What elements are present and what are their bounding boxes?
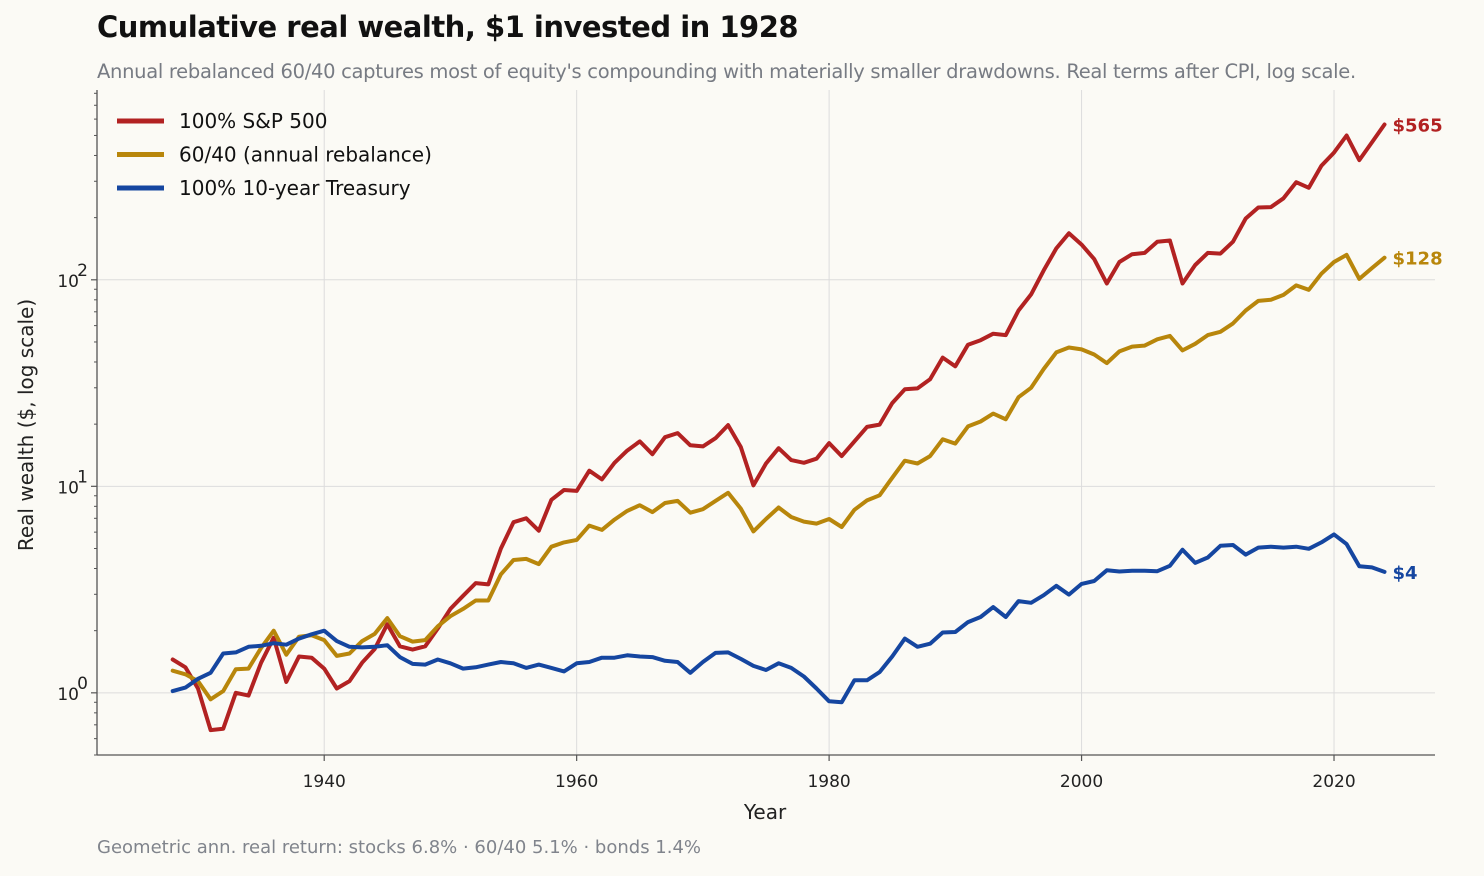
end-labels: $565 $128 $4	[1393, 115, 1443, 583]
legend: 100% S&P 500 60/40 (annual rebalance) 100%…	[117, 109, 432, 200]
y-tick-exponent: 1	[77, 467, 88, 487]
end-value-label: $565	[1393, 115, 1443, 136]
x-tick-label: 2020	[1312, 772, 1355, 792]
y-tick-exponent: 0	[77, 674, 88, 694]
chart-footnote: Geometric ann. real return: stocks 6.8% …	[97, 837, 702, 858]
end-value-label: $4	[1393, 563, 1418, 584]
chart-title: Cumulative real wealth, $1 invested in 1…	[97, 10, 799, 44]
y-tick-label: 10	[57, 685, 79, 705]
grid-lines	[97, 90, 1435, 755]
series-line-1	[170, 122, 1387, 733]
end-value-label: $128	[1393, 249, 1443, 270]
series-line-2	[170, 252, 1387, 702]
series-lines	[170, 122, 1387, 733]
x-tick-label: 1980	[807, 772, 850, 792]
x-tick-label: 2000	[1060, 772, 1103, 792]
legend-entry: 100% S&P 500	[179, 109, 327, 133]
x-axis-label: Year	[743, 800, 787, 824]
y-axis-label: Real wealth ($, log scale)	[14, 299, 38, 551]
legend-entry: 60/40 (annual rebalance)	[179, 143, 432, 167]
chart-subtitle: Annual rebalanced 60/40 captures most of…	[97, 60, 1356, 83]
series-line-3	[170, 532, 1387, 705]
legend-entry: 100% 10-year Treasury	[179, 176, 411, 200]
x-tick-label: 1940	[303, 772, 346, 792]
y-tick-label: 10	[57, 272, 79, 292]
y-tick-label: 10	[57, 478, 79, 498]
y-tick-exponent: 2	[77, 261, 88, 281]
x-tick-label: 1960	[555, 772, 598, 792]
